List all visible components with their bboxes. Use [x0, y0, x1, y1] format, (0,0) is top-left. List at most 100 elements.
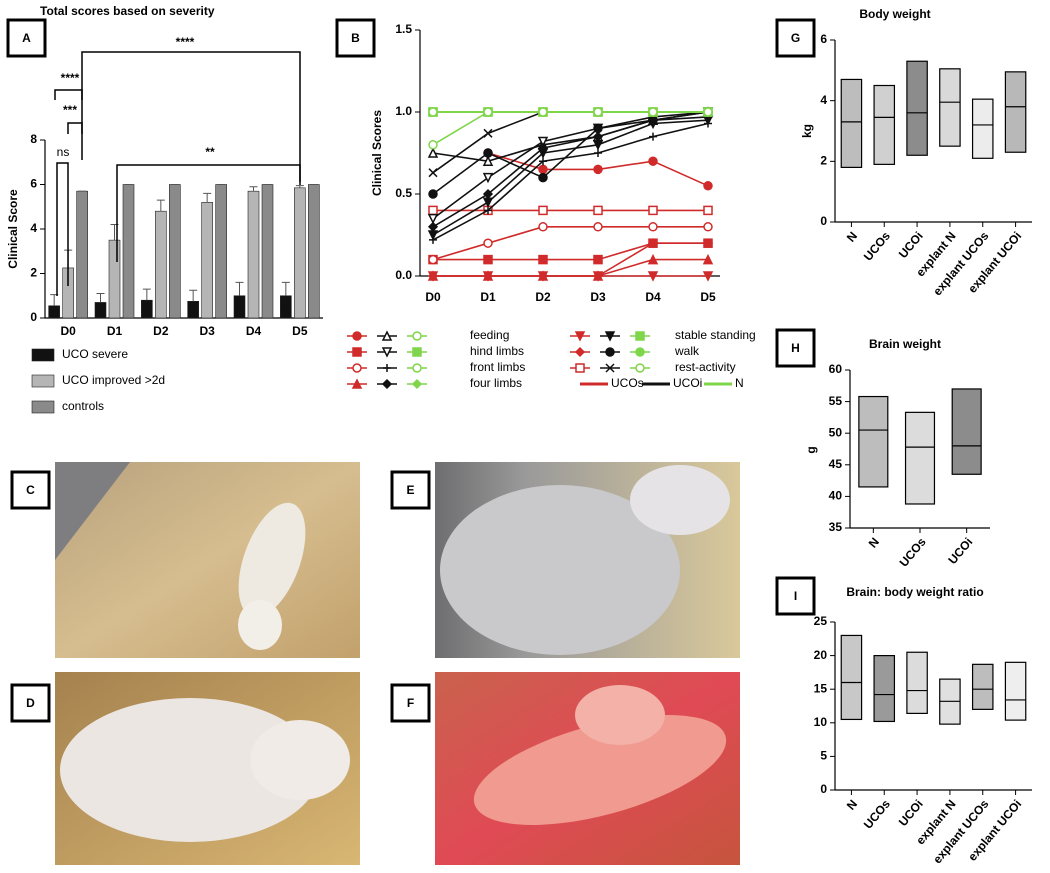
x-tick-label: UCOs: [861, 229, 893, 264]
bar: [76, 190, 88, 319]
significance-label: ns: [57, 145, 70, 159]
significance-label: **: [205, 145, 215, 159]
bar: [169, 184, 181, 319]
legend-label: four limbs: [470, 376, 522, 390]
x-tick-label: UCOi: [896, 229, 926, 261]
y-tick-label: 20: [814, 648, 828, 662]
point: [538, 254, 548, 265]
legend-marker: [604, 331, 616, 342]
x-tick-label: UCOs: [861, 797, 893, 832]
point: [482, 155, 494, 166]
panel-label-box: [335, 18, 376, 58]
series-line: [432, 122, 709, 241]
y-tick-label: 40: [829, 489, 843, 503]
legend-marker: [574, 346, 586, 358]
error-bar: [235, 281, 244, 296]
bar: [94, 302, 107, 319]
y-axis-label: Clinical Score: [6, 189, 20, 269]
legend-marker: [635, 347, 645, 357]
y-tick-label: 35: [829, 520, 843, 534]
error-bar: [249, 186, 258, 192]
x-tick-label: N: [844, 797, 860, 813]
y-tick-label: 6: [30, 177, 37, 191]
legend-marker: [411, 378, 423, 390]
bar: [201, 202, 213, 319]
y-tick-label: 1.0: [395, 104, 412, 118]
chart-title: Brain: body weight ratio: [846, 585, 983, 599]
bar: [233, 295, 246, 319]
bar: [141, 299, 153, 319]
range-bar: [971, 98, 994, 159]
legend-label: UCO improved >2d: [62, 373, 165, 387]
point: [702, 253, 714, 265]
x-tick-label: UCOs: [897, 535, 929, 570]
point: [648, 107, 658, 117]
series-line: [432, 226, 708, 261]
significance-label: ****: [61, 71, 80, 85]
chart-title: Total scores based on severity: [40, 4, 215, 18]
point: [427, 213, 439, 225]
legend-swatch: [31, 348, 55, 362]
point: [538, 205, 548, 216]
point: [427, 230, 439, 241]
y-tick-label: 10: [814, 715, 828, 729]
series-line: [433, 258, 708, 277]
range-bar: [971, 663, 994, 710]
x-tick-label: UCOi: [945, 535, 975, 567]
point: [537, 148, 549, 159]
panel-label-box: [775, 328, 816, 368]
legend-label: feeding: [470, 328, 509, 342]
legend-label: controls: [62, 399, 104, 413]
point: [648, 115, 658, 125]
legend-marker: [635, 363, 645, 373]
panel-label: H: [791, 341, 800, 355]
point: [483, 128, 493, 138]
y-tick-label: 45: [829, 457, 843, 471]
x-tick-label: N: [844, 229, 860, 245]
significance-bracket: [116, 164, 301, 262]
point: [593, 205, 603, 216]
point: [482, 172, 494, 184]
x-tick-label: D0: [60, 324, 76, 338]
bar: [261, 184, 274, 319]
bar: [215, 184, 227, 319]
x-tick-label: D4: [645, 290, 661, 304]
y-tick-label: 4: [30, 221, 37, 235]
significance-bracket: [54, 89, 83, 100]
y-tick-label: 0.0: [395, 268, 412, 282]
legend-group-label: UCOi: [673, 376, 702, 390]
y-tick-label: 25: [814, 614, 828, 628]
chart-title: Body weight: [859, 7, 930, 21]
bar: [247, 190, 260, 319]
chart-title: Brain weight: [869, 337, 941, 351]
x-tick-label: D2: [153, 324, 169, 338]
error-bar: [281, 281, 290, 296]
legend-marker: [412, 331, 422, 341]
range-bar: [939, 68, 961, 147]
legend-marker: [383, 364, 391, 372]
point: [427, 221, 439, 232]
point: [428, 254, 438, 265]
y-tick-label: 0: [30, 310, 37, 324]
photo-f: [435, 672, 740, 865]
x-tick-label: D3: [199, 324, 215, 338]
point: [483, 107, 493, 117]
y-tick-label: 0: [820, 214, 827, 228]
bar: [48, 305, 60, 319]
legend-marker: [412, 363, 422, 373]
legend-marker: [352, 347, 362, 357]
point: [703, 107, 713, 117]
series-line: [432, 116, 709, 228]
point: [538, 172, 548, 183]
panel-label: D: [26, 696, 35, 710]
series-line: [432, 111, 708, 146]
range-bar: [873, 84, 896, 165]
y-tick-label: 0: [820, 782, 827, 796]
legend-marker: [352, 331, 362, 341]
bar: [155, 210, 167, 319]
point: [647, 271, 659, 282]
y-tick-label: 5: [820, 749, 827, 763]
point: [428, 140, 438, 150]
point: [428, 205, 438, 216]
point: [483, 238, 493, 248]
